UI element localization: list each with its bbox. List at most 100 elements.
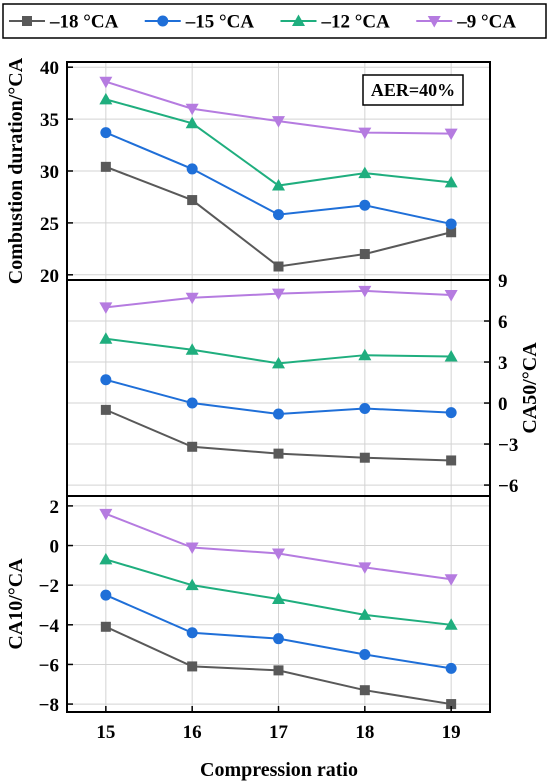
data-point-ca10-minus9-degca-19 (444, 574, 458, 586)
panel-ca10: −8 −6 −4 −2 0 2 CA10/°CA 15 16 17 18 19 (5, 495, 491, 743)
data-point-combustion-duration-minus12-degca-15 (99, 92, 113, 105)
data-point-combustion-duration-minus12-degca-18 (358, 166, 372, 179)
data-point-ca10-minus15-degca-15 (100, 589, 112, 601)
data-point-ca50-minus9-degca-17 (272, 288, 285, 301)
y-axis-title-ca10: CA10/°CA (5, 558, 27, 650)
legend-label-minus9-degca: –9 °CA (456, 12, 516, 33)
y-tick-label-combustion-duration: 25 (40, 214, 59, 235)
data-point-ca10-minus18-degca-16 (187, 661, 198, 672)
legend-item-minus9-degca: –9 °CA (416, 12, 516, 33)
data-point-combustion-duration-minus18-degca-19 (446, 227, 457, 238)
data-point-ca50-minus9-degca-15 (99, 302, 113, 314)
y-axis-title-ca50: CA50/°CA (519, 342, 541, 434)
data-point-ca10-minus15-degca-16 (186, 627, 198, 639)
data-point-combustion-duration-minus18-degca-16 (187, 195, 198, 206)
data-point-ca50-minus15-degca-15 (100, 374, 112, 386)
legend-label-minus18-degca: –18 °CA (49, 12, 119, 33)
data-point-combustion-duration-minus18-degca-17 (273, 261, 284, 272)
data-point-ca10-minus18-degca-15 (100, 621, 111, 632)
data-point-ca10-minus18-degca-18 (359, 685, 370, 696)
data-point-ca50-minus9-degca-19 (444, 290, 458, 302)
legend-item-minus18-degca: –18 °CA (9, 12, 119, 33)
legend-frame (2, 3, 547, 39)
data-point-ca10-minus12-degca-16 (185, 578, 199, 591)
y-tick-label-ca10: −6 (39, 655, 59, 676)
data-point-combustion-duration-minus15-degca-16 (186, 163, 198, 175)
y-tick-label-combustion-duration: 40 (40, 58, 59, 79)
y-tick-label-ca10: 0 (50, 537, 60, 558)
data-point-combustion-duration-minus9-degca-16 (185, 103, 199, 116)
data-point-ca50-minus18-degca-19 (446, 455, 457, 466)
data-point-ca50-minus18-degca-18 (359, 452, 370, 463)
data-point-ca10-minus9-degca-16 (185, 542, 199, 555)
data-point-ca10-minus18-degca-17 (273, 665, 284, 676)
legend-marker-minus15-degca (157, 15, 169, 27)
data-point-combustion-duration-minus12-degca-19 (444, 175, 458, 188)
y-tick-label-ca10: −4 (39, 616, 60, 637)
data-point-combustion-duration-minus12-degca-16 (185, 116, 199, 129)
data-point-ca50-minus12-degca-19 (444, 350, 458, 362)
panel-ca50: −6 −3 0 3 6 9 CA50/°CA (66, 271, 541, 497)
legend-marker-minus18-degca (22, 16, 32, 26)
data-point-ca10-minus9-degca-18 (358, 562, 372, 574)
data-point-ca50-minus12-degca-18 (358, 348, 372, 361)
data-point-ca50-minus9-degca-18 (358, 285, 372, 298)
data-point-ca50-minus18-degca-17 (273, 448, 284, 459)
data-point-ca10-minus9-degca-17 (272, 548, 285, 560)
legend-label-minus12-degca: –12 °CA (321, 12, 391, 33)
data-point-combustion-duration-minus15-degca-15 (100, 127, 112, 139)
data-point-ca50-minus12-degca-15 (99, 332, 113, 344)
y-tick-label-ca10: −8 (39, 695, 59, 716)
x-tick-label-17: 17 (269, 722, 289, 743)
data-point-ca10-minus18-degca-19 (446, 699, 457, 710)
data-point-ca50-minus9-degca-16 (185, 292, 199, 305)
data-point-ca10-minus12-degca-18 (358, 608, 372, 620)
y-tick-label-ca50: 0 (498, 394, 508, 415)
data-point-ca50-minus15-degca-18 (359, 403, 371, 415)
annotation-box (362, 74, 464, 106)
data-point-ca10-minus9-degca-15 (99, 508, 113, 521)
y-tick-label-ca50: 9 (498, 271, 508, 292)
legend-marker-minus9-degca (427, 16, 441, 28)
data-point-ca50-minus15-degca-19 (445, 407, 457, 419)
legend-label-minus15-degca: –15 °CA (185, 12, 255, 33)
data-point-ca10-minus15-degca-18 (359, 649, 371, 661)
x-axis-title: Compression ratio (200, 759, 358, 781)
data-point-ca10-minus12-degca-17 (272, 592, 285, 605)
data-point-ca10-minus15-degca-17 (273, 633, 284, 645)
data-point-ca50-minus18-degca-15 (100, 404, 111, 415)
y-tick-label-combustion-duration: 30 (40, 162, 59, 183)
x-tick-label-18: 18 (355, 722, 374, 743)
data-point-combustion-duration-minus18-degca-18 (359, 249, 370, 260)
legend: –18 °CA –15 °CA –12 °CA –9 °CA (2, 3, 547, 39)
data-point-ca50-minus12-degca-16 (185, 343, 199, 355)
data-point-combustion-duration-minus9-degca-18 (358, 127, 372, 140)
data-point-combustion-duration-minus15-degca-19 (445, 218, 457, 230)
y-axis-title-combustion-duration: Combustion duration/°CA (5, 57, 27, 284)
x-tick-label-15: 15 (96, 722, 115, 743)
legend-item-minus12-degca: –12 °CA (280, 12, 391, 33)
y-tick-label-ca10: −2 (39, 576, 59, 597)
legend-item-minus15-degca: –15 °CA (144, 12, 255, 33)
data-point-combustion-duration-minus15-degca-17 (273, 209, 284, 221)
data-point-combustion-duration-minus9-degca-17 (272, 116, 285, 128)
data-point-ca50-minus18-degca-16 (187, 441, 198, 452)
x-tick-label-19: 19 (442, 722, 461, 743)
y-tick-label-ca50: −6 (498, 476, 518, 497)
data-point-combustion-duration-minus12-degca-17 (272, 179, 285, 191)
panel-combustion-duration: 20 25 30 35 40 Combustion duration/°CA AER=40% (5, 57, 491, 287)
y-tick-label-combustion-duration: 35 (40, 110, 59, 131)
data-point-combustion-duration-minus9-degca-19 (444, 128, 458, 141)
y-tick-label-ca50: 3 (498, 353, 508, 374)
y-tick-label-combustion-duration: 20 (40, 266, 59, 287)
data-point-combustion-duration-minus18-degca-15 (100, 161, 111, 172)
data-point-combustion-duration-minus9-degca-15 (99, 76, 113, 89)
annotation-label: AER=40% (371, 80, 455, 100)
data-point-ca50-minus15-degca-17 (273, 408, 284, 420)
data-point-ca50-minus15-degca-16 (186, 397, 198, 409)
x-tick-label-16: 16 (183, 722, 202, 743)
y-tick-label-ca50: −3 (498, 435, 518, 456)
data-point-ca10-minus12-degca-19 (444, 618, 458, 630)
